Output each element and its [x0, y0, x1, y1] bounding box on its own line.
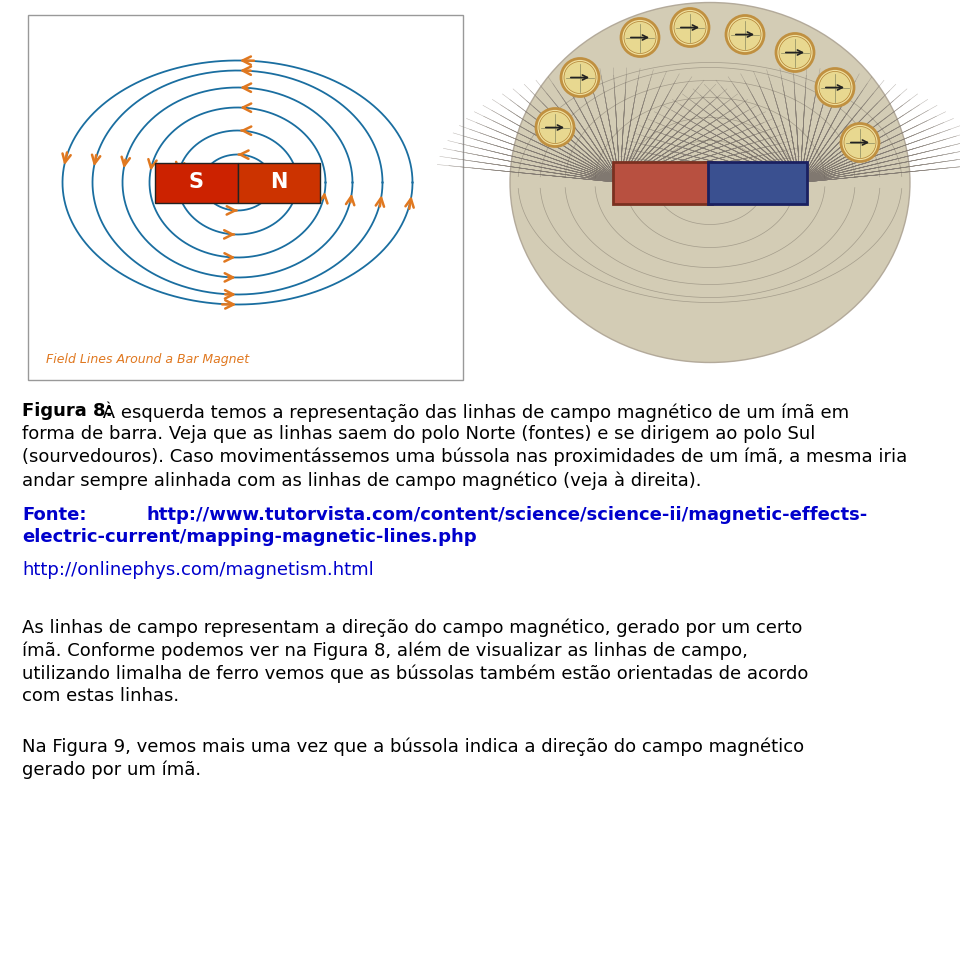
- Circle shape: [624, 21, 656, 53]
- FancyBboxPatch shape: [708, 161, 807, 203]
- Circle shape: [621, 18, 659, 56]
- Text: http://www.tutorvista.com/content/science/science-ii/magnetic-effects-: http://www.tutorvista.com/content/scienc…: [147, 506, 868, 523]
- Text: gerado por um ímã.: gerado por um ímã.: [22, 761, 202, 779]
- Text: Fonte:: Fonte:: [22, 506, 86, 523]
- Text: electric-current/mapping-magnetic-lines.php: electric-current/mapping-magnetic-lines.…: [22, 529, 476, 546]
- Ellipse shape: [510, 3, 910, 363]
- Circle shape: [816, 69, 854, 106]
- Text: ímã. Conforme podemos ver na Figura 8, além de visualizar as linhas de campo,: ímã. Conforme podemos ver na Figura 8, a…: [22, 641, 748, 659]
- Circle shape: [674, 12, 706, 44]
- FancyBboxPatch shape: [28, 15, 463, 380]
- Text: utilizando limalha de ferro vemos que as bússolas também estão orientadas de aco: utilizando limalha de ferro vemos que as…: [22, 664, 808, 683]
- Text: forma de barra. Veja que as linhas saem do polo Norte (fontes) e se dirigem ao p: forma de barra. Veja que as linhas saem …: [22, 425, 815, 443]
- Text: Figura 8:: Figura 8:: [22, 402, 112, 420]
- Text: com estas linhas.: com estas linhas.: [22, 688, 180, 705]
- FancyBboxPatch shape: [613, 161, 712, 203]
- Circle shape: [841, 124, 879, 161]
- Text: andar sempre alinhada com as linhas de campo magnético (veja à direita).: andar sempre alinhada com as linhas de c…: [22, 471, 702, 489]
- Text: As linhas de campo representam a direção do campo magnético, gerado por um certo: As linhas de campo representam a direção…: [22, 618, 803, 636]
- Circle shape: [776, 34, 814, 72]
- Circle shape: [564, 62, 596, 94]
- FancyBboxPatch shape: [155, 162, 237, 202]
- Circle shape: [536, 108, 574, 146]
- FancyBboxPatch shape: [237, 162, 320, 202]
- Text: À esquerda temos a representação das linhas de campo magnético de um ímã em: À esquerda temos a representação das lin…: [97, 402, 850, 423]
- Text: http://onlinephys.com/magnetism.html: http://onlinephys.com/magnetism.html: [22, 561, 373, 578]
- Text: N: N: [270, 172, 287, 192]
- Circle shape: [819, 72, 851, 103]
- Text: Na Figura 9, vemos mais uma vez que a bússola indica a direção do campo magnétic: Na Figura 9, vemos mais uma vez que a bú…: [22, 738, 804, 756]
- Text: (sourvedouros). Caso movimentássemos uma bússola nas proximidades de um ímã, a m: (sourvedouros). Caso movimentássemos uma…: [22, 448, 907, 466]
- Circle shape: [561, 58, 599, 97]
- Text: S: S: [189, 172, 204, 192]
- Text: Field Lines Around a Bar Magnet: Field Lines Around a Bar Magnet: [46, 353, 250, 366]
- Circle shape: [844, 127, 876, 159]
- Circle shape: [729, 18, 761, 50]
- Circle shape: [779, 37, 811, 69]
- Circle shape: [539, 111, 571, 143]
- Circle shape: [671, 9, 709, 46]
- Circle shape: [726, 15, 764, 53]
